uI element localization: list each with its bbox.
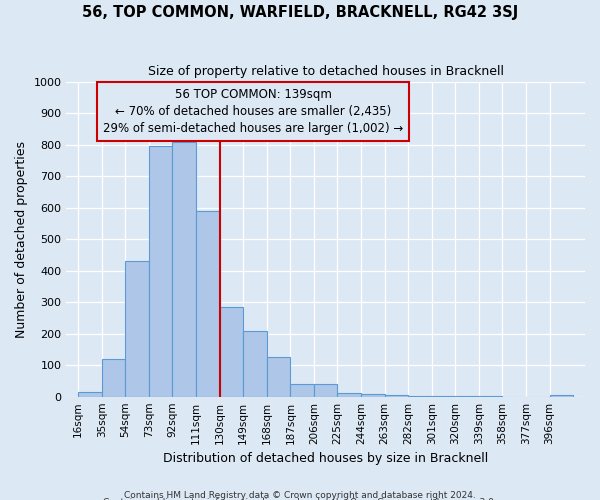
Bar (314, 384, 337, 396)
Bar (385, 395, 408, 396)
X-axis label: Distribution of detached houses by size in Bracknell: Distribution of detached houses by size … (163, 452, 488, 465)
Bar (290, 384, 314, 396)
Text: Contains HM Land Registry data © Crown copyright and database right 2024.: Contains HM Land Registry data © Crown c… (124, 490, 476, 500)
Bar (149, 146, 172, 396)
Bar (243, 330, 267, 396)
Bar (172, 142, 196, 396)
Bar (550, 395, 573, 396)
Bar (78, 392, 102, 396)
Bar (267, 358, 290, 397)
Bar (220, 307, 243, 396)
Text: 56 TOP COMMON: 139sqm
← 70% of detached houses are smaller (2,435)
29% of semi-d: 56 TOP COMMON: 139sqm ← 70% of detached … (103, 88, 403, 135)
Text: Contains public sector information licensed under the Open Government Licence v3: Contains public sector information licen… (103, 498, 497, 500)
Bar (361, 394, 385, 396)
Bar (125, 262, 149, 396)
Bar (337, 393, 361, 396)
Title: Size of property relative to detached houses in Bracknell: Size of property relative to detached ho… (148, 65, 504, 78)
Text: 56, TOP COMMON, WARFIELD, BRACKNELL, RG42 3SJ: 56, TOP COMMON, WARFIELD, BRACKNELL, RG4… (82, 5, 518, 20)
Bar (102, 359, 125, 397)
Bar (196, 211, 220, 396)
Y-axis label: Number of detached properties: Number of detached properties (15, 141, 28, 338)
